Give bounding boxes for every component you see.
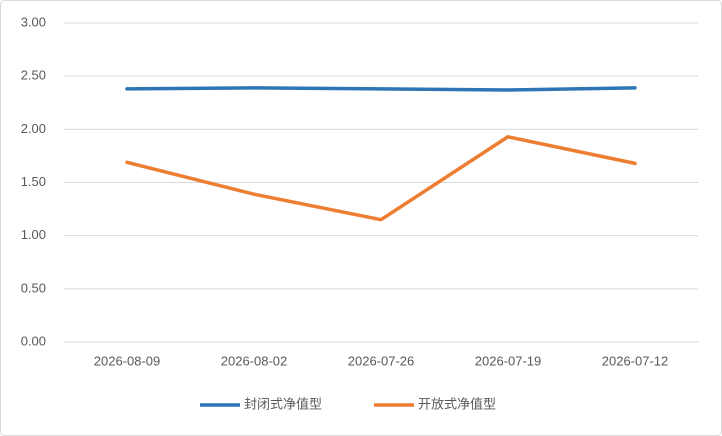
y-tick-label: 1.00 bbox=[21, 227, 46, 242]
y-tick-label: 3.00 bbox=[21, 14, 46, 29]
x-tick-label: 2026-07-12 bbox=[602, 353, 669, 368]
x-tick-label: 2026-08-02 bbox=[221, 353, 288, 368]
series-line bbox=[125, 135, 637, 222]
x-tick-label: 2026-07-26 bbox=[348, 353, 415, 368]
y-tick-label: 2.50 bbox=[21, 68, 46, 83]
x-tick-label: 2026-07-19 bbox=[475, 353, 542, 368]
legend-label: 封闭式净值型 bbox=[244, 396, 322, 411]
x-tick-label: 2026-08-09 bbox=[94, 353, 161, 368]
y-tick-label: 1.50 bbox=[21, 174, 46, 189]
y-tick-label: 2.00 bbox=[21, 121, 46, 136]
y-tick-label: 0.00 bbox=[21, 333, 46, 348]
series-line bbox=[125, 86, 637, 92]
legend-label: 开放式净值型 bbox=[418, 396, 496, 411]
y-tick-label: 0.50 bbox=[21, 280, 46, 295]
